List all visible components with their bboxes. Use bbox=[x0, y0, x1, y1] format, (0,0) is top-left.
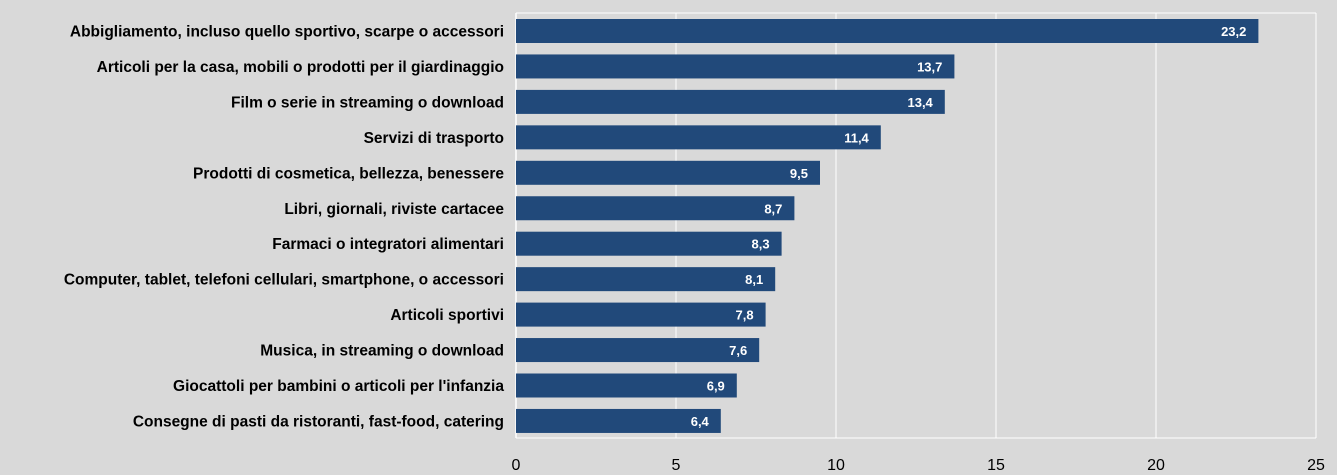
gridlines bbox=[515, 12, 1317, 439]
x-tick-label-5: 25 bbox=[1307, 457, 1325, 474]
value-label-6: 8,3 bbox=[752, 237, 770, 252]
value-label-11: 6,4 bbox=[691, 414, 710, 429]
category-labels: Abbigliamento, incluso quello sportivo, … bbox=[64, 24, 505, 431]
category-label-0: Abbigliamento, incluso quello sportivo, … bbox=[70, 24, 504, 41]
x-axis-ticks: 0 5 10 15 20 25 bbox=[512, 457, 1325, 474]
category-label-8: Articoli sportivi bbox=[390, 307, 504, 324]
category-label-10: Giocattoli per bambini o articoli per l'… bbox=[173, 378, 504, 395]
value-label-1: 13,7 bbox=[917, 59, 942, 74]
bar-7 bbox=[516, 267, 776, 292]
bar-0 bbox=[516, 19, 1259, 43]
bar-8 bbox=[516, 302, 766, 327]
x-tick-label-1: 5 bbox=[672, 457, 681, 474]
category-label-9: Musica, in streaming o download bbox=[260, 343, 504, 360]
x-tick-label-4: 20 bbox=[1147, 457, 1165, 474]
bar-6 bbox=[516, 231, 782, 256]
bar-3 bbox=[516, 125, 881, 150]
value-label-8: 7,8 bbox=[736, 308, 754, 323]
x-tick-label-3: 15 bbox=[987, 457, 1005, 474]
bar-2 bbox=[516, 89, 945, 114]
value-label-9: 7,6 bbox=[729, 343, 747, 358]
category-label-4: Prodotti di cosmetica, bellezza, benesse… bbox=[193, 165, 504, 182]
bar-9 bbox=[516, 338, 760, 363]
category-label-11: Consegne di pasti da ristoranti, fast-fo… bbox=[133, 413, 504, 430]
category-label-3: Servizi di trasporto bbox=[364, 130, 504, 147]
bar-10 bbox=[516, 373, 737, 398]
x-tick-label-0: 0 bbox=[512, 457, 521, 474]
bar-5 bbox=[516, 196, 795, 221]
value-label-2: 13,4 bbox=[907, 95, 933, 110]
bar-11 bbox=[516, 408, 721, 433]
category-label-6: Farmaci o integratori alimentari bbox=[272, 236, 504, 253]
plot-area bbox=[514, 13, 1316, 438]
category-label-5: Libri, giornali, riviste cartacee bbox=[284, 201, 504, 218]
bar-1 bbox=[516, 54, 955, 79]
category-label-2: Film o serie in streaming o download bbox=[231, 94, 504, 111]
bar-4 bbox=[516, 160, 820, 185]
bars bbox=[516, 19, 1259, 433]
value-label-4: 9,5 bbox=[790, 166, 808, 181]
value-labels: 23,2 13,7 13,4 11,4 9,5 8,7 8,3 8,1 7,8 7,6 6,9 6,4 bbox=[691, 24, 1247, 429]
value-label-5: 8,7 bbox=[764, 201, 782, 216]
value-label-0: 23,2 bbox=[1221, 24, 1246, 39]
x-tick-label-2: 10 bbox=[827, 457, 845, 474]
value-label-10: 6,9 bbox=[707, 379, 725, 394]
category-label-1: Articoli per la casa, mobili o prodotti … bbox=[97, 59, 504, 76]
category-label-7: Computer, tablet, telefoni cellulari, sm… bbox=[64, 272, 504, 289]
value-label-3: 11,4 bbox=[844, 130, 869, 145]
value-label-7: 8,1 bbox=[745, 272, 763, 287]
